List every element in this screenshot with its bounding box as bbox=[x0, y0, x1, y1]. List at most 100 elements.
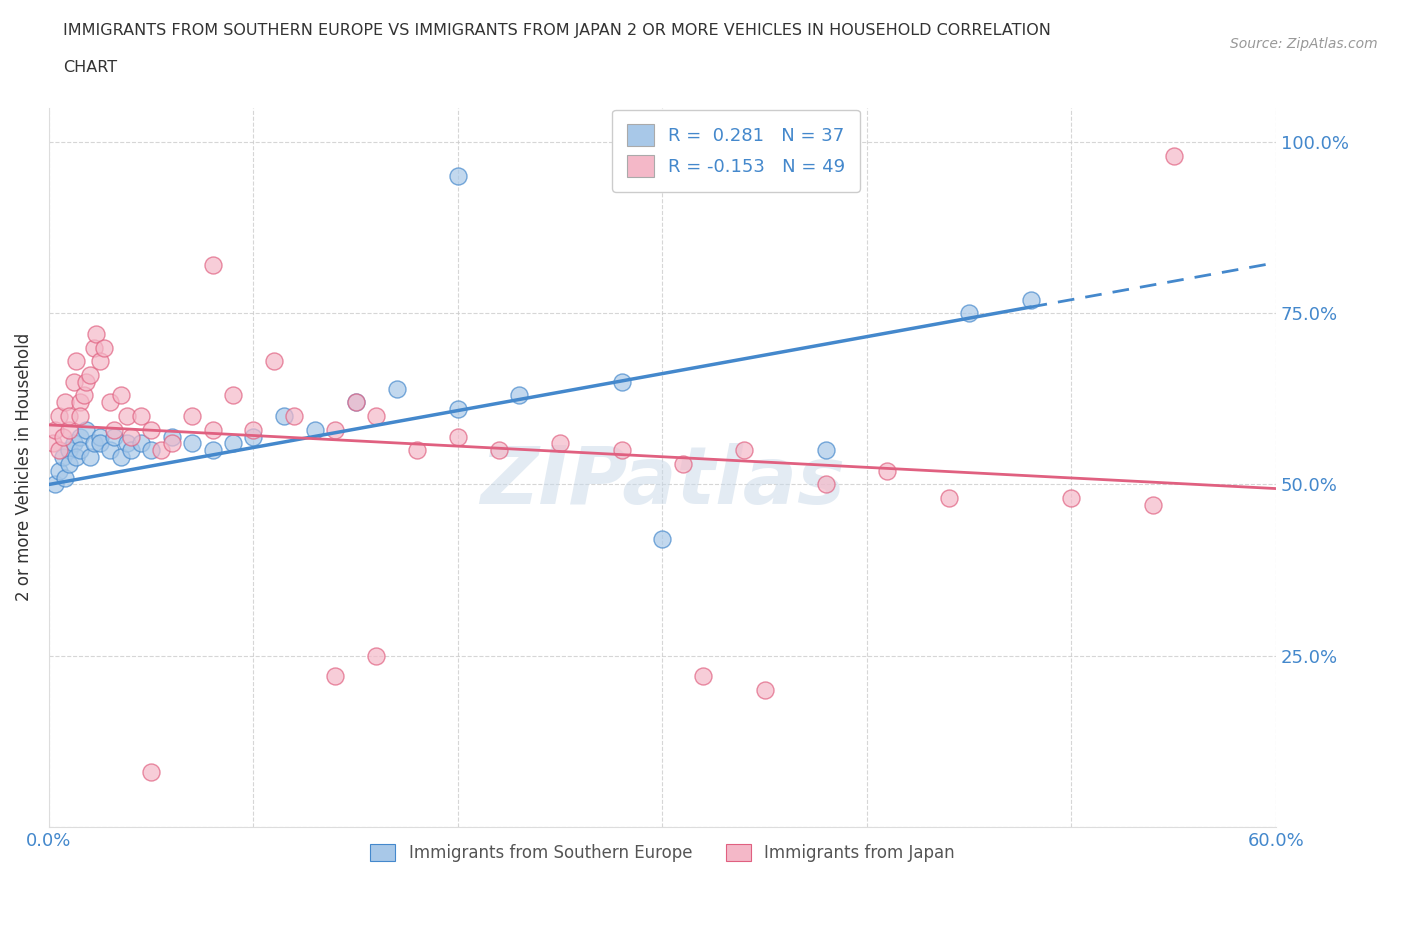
Point bbox=[103, 422, 125, 437]
Point bbox=[89, 353, 111, 368]
Point bbox=[938, 491, 960, 506]
Point bbox=[98, 443, 121, 458]
Point bbox=[957, 306, 980, 321]
Point bbox=[242, 429, 264, 444]
Text: IMMIGRANTS FROM SOUTHERN EUROPE VS IMMIGRANTS FROM JAPAN 2 OR MORE VEHICLES IN H: IMMIGRANTS FROM SOUTHERN EUROPE VS IMMIG… bbox=[63, 23, 1052, 38]
Point bbox=[815, 443, 838, 458]
Point bbox=[89, 429, 111, 444]
Point bbox=[53, 471, 76, 485]
Point bbox=[263, 353, 285, 368]
Point bbox=[65, 449, 87, 464]
Point bbox=[79, 367, 101, 382]
Point bbox=[672, 457, 695, 472]
Point bbox=[44, 477, 66, 492]
Point bbox=[83, 436, 105, 451]
Point bbox=[304, 422, 326, 437]
Point bbox=[73, 388, 96, 403]
Point bbox=[62, 375, 84, 390]
Point bbox=[79, 449, 101, 464]
Point bbox=[447, 169, 470, 184]
Point bbox=[115, 408, 138, 423]
Legend: Immigrants from Southern Europe, Immigrants from Japan: Immigrants from Southern Europe, Immigra… bbox=[364, 837, 962, 869]
Point bbox=[58, 408, 80, 423]
Point bbox=[103, 429, 125, 444]
Point bbox=[815, 477, 838, 492]
Point bbox=[115, 436, 138, 451]
Point bbox=[129, 408, 152, 423]
Y-axis label: 2 or more Vehicles in Household: 2 or more Vehicles in Household bbox=[15, 333, 32, 602]
Point bbox=[141, 764, 163, 779]
Text: CHART: CHART bbox=[63, 60, 117, 75]
Point bbox=[242, 422, 264, 437]
Point bbox=[160, 436, 183, 451]
Point bbox=[1142, 498, 1164, 512]
Point bbox=[323, 669, 346, 684]
Point bbox=[75, 422, 97, 437]
Point bbox=[58, 443, 80, 458]
Point bbox=[58, 457, 80, 472]
Point bbox=[110, 388, 132, 403]
Point bbox=[222, 436, 245, 451]
Point bbox=[65, 353, 87, 368]
Point bbox=[283, 408, 305, 423]
Point bbox=[508, 388, 530, 403]
Point bbox=[447, 429, 470, 444]
Point bbox=[141, 443, 163, 458]
Point bbox=[75, 375, 97, 390]
Point bbox=[344, 395, 367, 410]
Point bbox=[876, 463, 898, 478]
Point bbox=[201, 422, 224, 437]
Point bbox=[110, 449, 132, 464]
Point bbox=[69, 429, 91, 444]
Point bbox=[733, 443, 755, 458]
Point bbox=[48, 443, 70, 458]
Point bbox=[52, 449, 75, 464]
Point bbox=[53, 395, 76, 410]
Text: Source: ZipAtlas.com: Source: ZipAtlas.com bbox=[1230, 37, 1378, 51]
Point bbox=[69, 395, 91, 410]
Point bbox=[150, 443, 173, 458]
Point bbox=[1019, 292, 1042, 307]
Point bbox=[98, 395, 121, 410]
Point bbox=[93, 340, 115, 355]
Point bbox=[120, 443, 142, 458]
Point bbox=[141, 422, 163, 437]
Point bbox=[385, 381, 408, 396]
Point bbox=[610, 443, 633, 458]
Point bbox=[1060, 491, 1083, 506]
Point bbox=[129, 436, 152, 451]
Point bbox=[366, 408, 388, 423]
Point bbox=[48, 463, 70, 478]
Point bbox=[344, 395, 367, 410]
Point bbox=[222, 388, 245, 403]
Point bbox=[69, 443, 91, 458]
Point bbox=[447, 402, 470, 417]
Point bbox=[548, 436, 571, 451]
Point bbox=[52, 429, 75, 444]
Point bbox=[58, 422, 80, 437]
Point bbox=[1163, 149, 1185, 164]
Point bbox=[406, 443, 429, 458]
Text: ZIPatlas: ZIPatlas bbox=[479, 443, 845, 521]
Point bbox=[651, 532, 673, 547]
Point bbox=[44, 422, 66, 437]
Point bbox=[160, 429, 183, 444]
Point bbox=[273, 408, 295, 423]
Point bbox=[181, 408, 204, 423]
Point bbox=[42, 436, 65, 451]
Point bbox=[89, 436, 111, 451]
Point bbox=[83, 340, 105, 355]
Point bbox=[754, 683, 776, 698]
Point bbox=[201, 258, 224, 272]
Point bbox=[201, 443, 224, 458]
Point bbox=[120, 429, 142, 444]
Point bbox=[488, 443, 510, 458]
Point bbox=[62, 436, 84, 451]
Point bbox=[366, 648, 388, 663]
Point bbox=[181, 436, 204, 451]
Point bbox=[48, 408, 70, 423]
Point bbox=[84, 326, 107, 341]
Point bbox=[692, 669, 714, 684]
Point bbox=[610, 375, 633, 390]
Point bbox=[323, 422, 346, 437]
